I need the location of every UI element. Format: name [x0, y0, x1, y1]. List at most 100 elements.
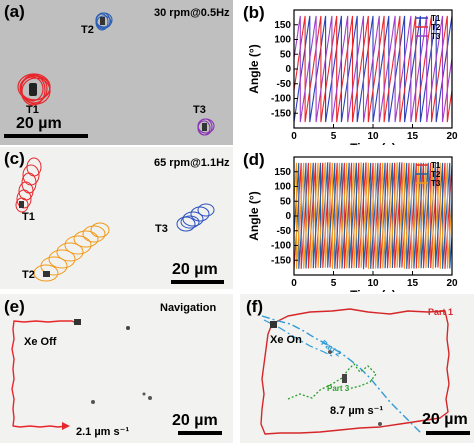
panel-c-scale-bar: [171, 280, 224, 284]
x-tick-label: 0: [291, 278, 297, 289]
panel-e-speed: 2.1 µm s⁻¹: [76, 426, 130, 438]
y-tick-label: 50: [280, 196, 292, 207]
x-tick-label: 20: [446, 131, 458, 142]
y-tick-label: 100: [274, 35, 291, 46]
legend-entry: T1: [431, 161, 441, 170]
panel-e-trajectory: [11, 319, 152, 430]
y-tick-label: 150: [274, 20, 291, 31]
y-tick-label: 150: [274, 167, 291, 178]
panel-a-trajectories: [17, 12, 215, 136]
track-t3-loop: [197, 118, 215, 136]
panel-f-speed: 8.7 µm s⁻¹: [330, 405, 384, 417]
x-tick-label: 10: [367, 131, 379, 142]
y-tick-label: 0: [285, 211, 291, 222]
chart-b: 0 5 10 15 20 -150 -100 -50 0 50 100 150 Time (s) Angl…: [247, 9, 458, 145]
x-tick-label: 5: [331, 131, 337, 142]
panel-e-title: Navigation: [160, 302, 217, 314]
panel-f-scale-bar: [426, 431, 470, 435]
navigation-arrow: [62, 422, 70, 430]
motor: [270, 321, 277, 328]
panel-c-scale-label: 20 µm: [172, 261, 218, 278]
panel-e-scale-bar: [178, 431, 222, 435]
panel-e-scale-label: 20 µm: [172, 412, 218, 429]
track-t1-loop: [17, 73, 51, 106]
part1-label: Part 1: [428, 307, 454, 317]
panel-c: (c) 65 rpm@1.1Hz: [0, 147, 233, 289]
debris-particle: [126, 326, 130, 330]
track-label-t2: T2: [81, 24, 94, 36]
debris-particle: [328, 350, 332, 354]
panel-c-label: (c): [4, 149, 25, 168]
y-tick-label: -150: [271, 108, 291, 119]
x-tick-label: 10: [367, 278, 379, 289]
track-label-t1: T1: [22, 211, 35, 223]
panel-f: (f) Part 1 Part 2 Part 3 Xe On 8.7 µm s⁻…: [240, 294, 474, 443]
series-t3-line: [293, 15, 453, 123]
part1-path: [260, 308, 450, 435]
x-axis-label: Time (s): [350, 141, 396, 145]
debris-particle: [142, 392, 146, 396]
series-t2-line: [293, 15, 453, 123]
panel-e-note: Xe Off: [24, 336, 57, 348]
y-tick-label: 50: [280, 49, 292, 60]
y-tick-label: 100: [274, 182, 291, 193]
panel-f-scale-label: 20 µm: [422, 411, 468, 428]
legend-entry: T2: [431, 23, 441, 32]
motor-t3: [202, 123, 207, 131]
track-t2-path: [33, 222, 110, 282]
panel-c-condition: 65 rpm@1.1Hz: [154, 157, 230, 169]
series-t1-line: [293, 15, 453, 123]
track-label-t3: T3: [155, 223, 168, 235]
panel-a: (a) 30 rpm@0.5Hz T2 T1 T3 20 µm: [0, 0, 233, 145]
y-tick-label: -100: [271, 94, 291, 105]
panel-f-note: Xe On: [270, 334, 302, 346]
motor-t1: [29, 83, 37, 96]
motor-t2: [43, 271, 50, 277]
part3-label: Part 3: [327, 384, 350, 393]
x-tick-label: 20: [446, 278, 458, 289]
panel-d-label: (d): [243, 150, 265, 169]
legend-entry: T3: [431, 32, 441, 41]
panel-a-condition: 30 rpm@0.5Hz: [154, 7, 230, 19]
chart-d: 0 5 10 15 20 -150 -100 -50 0 50 100 150 Time (s) Angl…: [247, 156, 458, 292]
y-axis-label: Angle (°): [247, 44, 261, 93]
debris-particle: [91, 400, 95, 404]
debris-particle: [378, 422, 382, 426]
track-label-t2: T2: [22, 269, 35, 281]
particle: [342, 374, 347, 383]
x-tick-label: 0: [291, 131, 297, 142]
debris-particle: [148, 396, 152, 400]
y-tick-label: -50: [277, 79, 292, 90]
x-tick-label: 15: [407, 278, 419, 289]
panel-e-label: (e): [4, 297, 25, 316]
track-t3-path: [176, 203, 215, 232]
y-tick-label: 0: [285, 64, 291, 75]
navigation-path: [11, 320, 75, 428]
y-tick-label: -50: [277, 226, 292, 237]
y-tick-label: -150: [271, 255, 291, 266]
part3-path: [287, 363, 377, 400]
y-tick-label: -100: [271, 241, 291, 252]
panel-a-scale-label: 20 µm: [16, 115, 62, 132]
panel-a-label: (a): [4, 2, 25, 21]
track-t2-loop: [95, 12, 113, 31]
legend-entry: T1: [431, 14, 441, 23]
motor-t1: [19, 201, 24, 208]
track-label-t1: T1: [26, 104, 39, 116]
x-tick-label: 15: [407, 131, 419, 142]
y-axis-label: Angle (°): [247, 191, 261, 240]
panel-c-trajectories: [15, 157, 215, 282]
legend-entry: T3: [431, 179, 441, 188]
x-axis-label: Time (s): [350, 288, 396, 292]
panel-e: (e) Navigation Xe Off 2.1 µm s⁻¹ 20 µm: [0, 294, 233, 443]
panel-f-label: (f): [246, 297, 263, 316]
x-tick-label: 5: [331, 278, 337, 289]
panel-a-scale-bar: [4, 134, 88, 138]
part2-path-return: [263, 319, 333, 357]
panel-f-trajectories: [260, 308, 450, 435]
motor: [74, 319, 81, 325]
track-t1-path: [15, 157, 42, 213]
track-label-t3: T3: [193, 104, 206, 116]
legend-entry: T2: [431, 170, 441, 179]
part2-path: [261, 315, 423, 435]
